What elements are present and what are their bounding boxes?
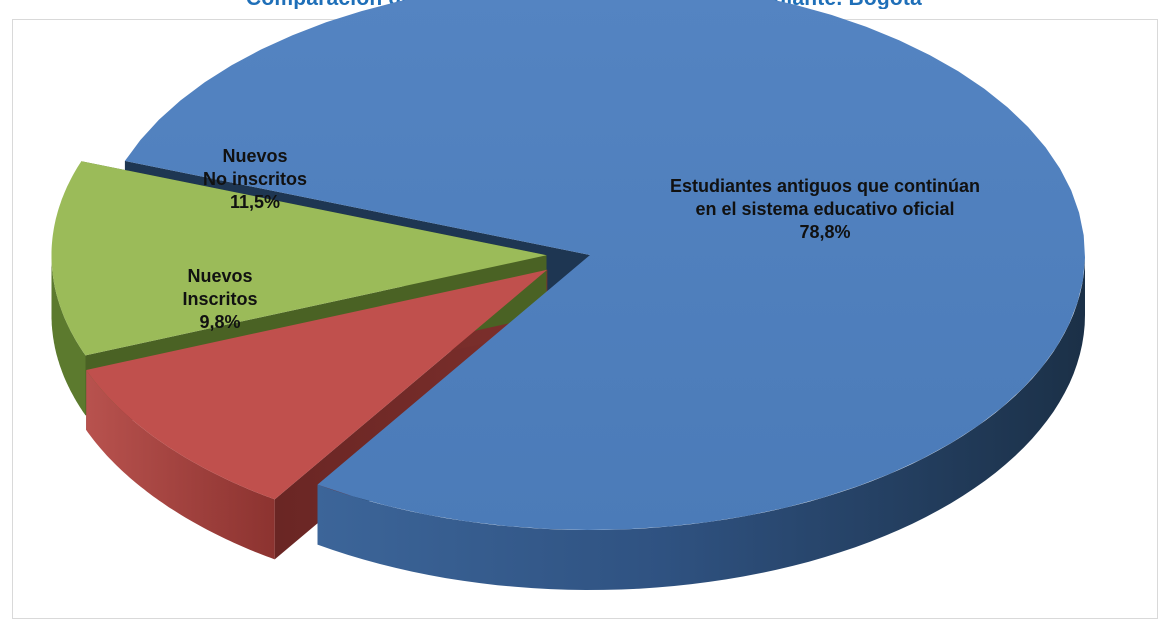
slice-value-label: 78,8%	[799, 222, 851, 242]
slice-side-1-0	[86, 370, 275, 560]
slice-name-line: en el sistema educativo oficial	[695, 199, 955, 219]
slice-label-0: Estudiantes antiguos que continúan en el …	[670, 175, 980, 244]
slice-label-2: Nuevos No inscritos 11,5%	[203, 145, 307, 214]
slice-value-label: 11,5%	[229, 192, 281, 212]
slice-name-line: Nuevos	[187, 266, 253, 286]
slice-top-2[interactable]	[51, 161, 547, 356]
slice-label-1: Nuevos Inscritos 9,8%	[183, 265, 258, 334]
slice-name-line: No inscritos	[203, 169, 308, 189]
slice-name-line: Nuevos	[222, 146, 288, 166]
slice-side-2-0	[51, 255, 86, 416]
slice-value-label: 9,8%	[199, 312, 241, 332]
slice-top-1[interactable]	[86, 269, 548, 500]
slice-name-line: Estudiantes antiguos que continúan	[670, 176, 981, 196]
slice-name-line: Inscritos	[182, 289, 258, 309]
slice-side-0-0	[317, 255, 1085, 590]
pie-slices	[51, 0, 1085, 590]
slice-top-0[interactable]	[124, 0, 1085, 530]
